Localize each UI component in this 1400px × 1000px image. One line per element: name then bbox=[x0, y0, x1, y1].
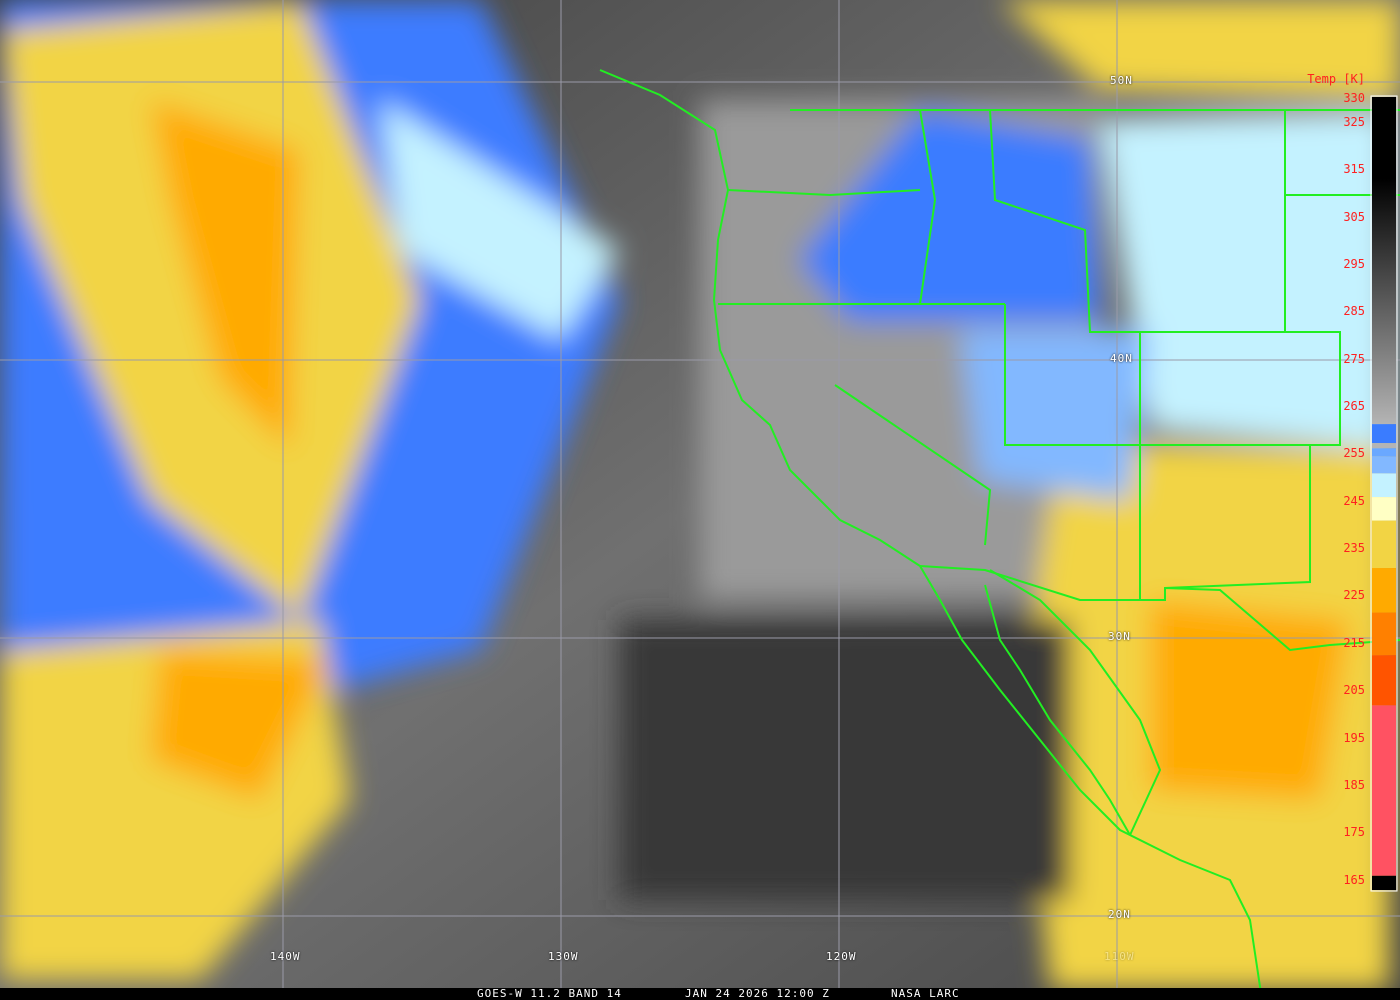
lon-label-130w: 130W bbox=[548, 950, 579, 963]
colorbar-segment bbox=[1372, 97, 1396, 425]
colorbar-tick-label: 295 bbox=[1343, 257, 1365, 272]
political-boundaries bbox=[599, 69, 1400, 1000]
colorbar-tick-label: 330 bbox=[1343, 91, 1365, 106]
colorbar-segment bbox=[1372, 473, 1396, 498]
colorbar-segment bbox=[1372, 424, 1396, 444]
nevada-border bbox=[834, 384, 992, 546]
lat-label-30n: 30N bbox=[1108, 630, 1131, 643]
colorbar-segment bbox=[1372, 448, 1396, 457]
colorbar-tick-label: 205 bbox=[1343, 683, 1365, 698]
lon-label-140w: 140W bbox=[270, 950, 301, 963]
colorbar-segment bbox=[1372, 456, 1396, 474]
colorbar-segment bbox=[1372, 497, 1396, 521]
colorbar-tick-label: 325 bbox=[1343, 115, 1365, 130]
colorbar-segment bbox=[1372, 705, 1396, 876]
lat-label-40n: 40N bbox=[1110, 352, 1133, 365]
colorbar-tick-label: 235 bbox=[1343, 541, 1365, 556]
colorbar-tick-label: 305 bbox=[1343, 209, 1365, 224]
nm-tx-border bbox=[1139, 444, 1311, 600]
baja-gulf-coast bbox=[984, 584, 1131, 836]
caption-bar: GOES-W 11.2 BAND 14 JAN 24 2026 12:00 Z … bbox=[0, 987, 1400, 1000]
colorbar-title: Temp [K] bbox=[1307, 72, 1365, 86]
lat-label-50n: 50N bbox=[1110, 74, 1133, 87]
satellite-band-label: GOES-W 11.2 BAND 14 bbox=[477, 987, 622, 1000]
colorbar-segment bbox=[1372, 875, 1396, 890]
wa-or-border bbox=[727, 189, 921, 197]
colorbar-tick-label: 315 bbox=[1343, 162, 1365, 177]
colorbar-tick-label: 275 bbox=[1343, 351, 1365, 366]
colorbar-tick-label: 185 bbox=[1343, 777, 1365, 792]
colorbar-segment bbox=[1372, 443, 1396, 449]
colorbar-tick-label: 245 bbox=[1343, 493, 1365, 508]
colorbar-tick-label: 265 bbox=[1343, 399, 1365, 414]
colorbar-tick-label: 165 bbox=[1343, 872, 1365, 887]
lat-label-20n: 20N bbox=[1108, 908, 1131, 921]
colorbar-tick-label: 215 bbox=[1343, 635, 1365, 650]
colorbar-frame bbox=[1370, 95, 1398, 892]
datetime-label: JAN 24 2026 12:00 Z bbox=[685, 987, 830, 1000]
idaho-border bbox=[919, 109, 937, 305]
lon-label-120w: 120W bbox=[826, 950, 857, 963]
lon-label-110w: 110W bbox=[1104, 950, 1135, 963]
colorbar bbox=[1370, 95, 1398, 892]
colorbar-tick-label: 225 bbox=[1343, 588, 1365, 603]
colorbar-tick-label: 175 bbox=[1343, 825, 1365, 840]
colorbar-segment bbox=[1372, 655, 1396, 706]
montana-border bbox=[989, 109, 1285, 333]
source-label: NASA LARC bbox=[891, 987, 960, 1000]
colorbar-segment bbox=[1372, 520, 1396, 569]
colorbar-tick-label: 255 bbox=[1343, 446, 1365, 461]
colorbar-segment bbox=[1372, 612, 1396, 656]
mexico-east-coast bbox=[989, 569, 1162, 836]
colorbar-tick-label: 285 bbox=[1343, 304, 1365, 319]
colorbar-tick-label: 195 bbox=[1343, 730, 1365, 745]
colorbar-segment bbox=[1372, 568, 1396, 613]
